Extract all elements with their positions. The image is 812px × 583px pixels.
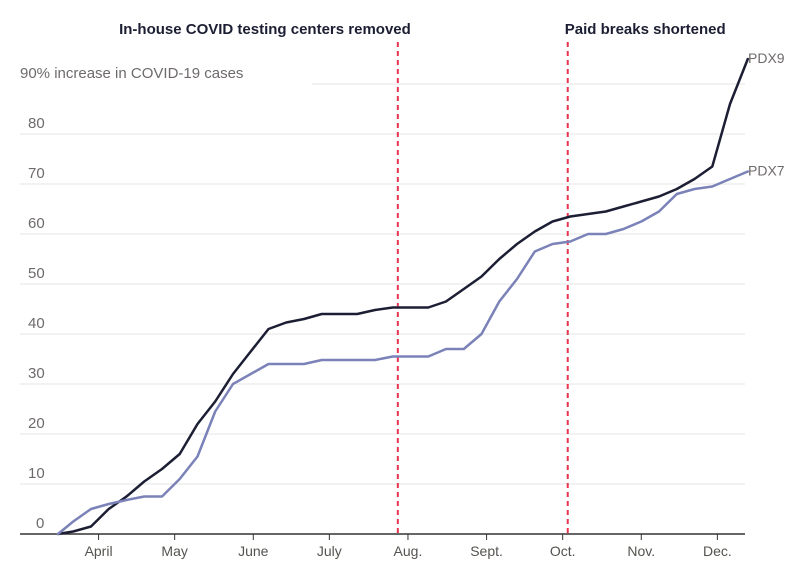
x-tick-label: Aug. — [394, 543, 423, 559]
series-line-pdx7 — [56, 170, 750, 536]
x-tick-label: May — [161, 543, 187, 559]
y-tick-label: 20 — [28, 415, 45, 432]
annotation-lines: In-house COVID testing centers removed Pa… — [119, 21, 726, 534]
y-axis-ticks: 0 10 20 30 40 50 60 70 80 — [28, 115, 45, 532]
series-labels: PDX9 PDX7 — [748, 50, 785, 179]
y-tick-label: 30 — [28, 365, 45, 382]
gridlines — [20, 83, 745, 485]
x-axis-ticks: April May June July Aug. Sept. Oct. Nov. Dec. — [85, 534, 732, 559]
y-tick-label: 10 — [28, 465, 45, 482]
x-tick-label: Nov. — [627, 543, 655, 559]
series-line-pdx9 — [56, 57, 750, 536]
series-lines — [56, 57, 750, 536]
y-tick-label: 0 — [36, 515, 44, 532]
y-tick-label: 40 — [28, 315, 45, 332]
annotation-label: Paid breaks shortened — [565, 21, 726, 38]
x-tick-label: June — [238, 543, 269, 559]
x-tick-label: July — [317, 543, 342, 559]
y-axis-label: 90% increase in COVID-19 cases — [20, 65, 243, 82]
y-tick-label: 50 — [28, 265, 45, 282]
annotation-label: In-house COVID testing centers removed — [119, 21, 411, 38]
y-tick-label: 60 — [28, 215, 45, 232]
x-tick-label: Sept. — [470, 543, 503, 559]
x-tick-label: April — [85, 543, 113, 559]
x-tick-label: Oct. — [550, 543, 576, 559]
y-tick-label: 70 — [28, 165, 45, 182]
series-label-pdx9: PDX9 — [748, 50, 785, 66]
series-label-pdx7: PDX7 — [748, 163, 785, 179]
y-tick-label: 80 — [28, 115, 45, 132]
x-tick-label: Dec. — [703, 543, 732, 559]
